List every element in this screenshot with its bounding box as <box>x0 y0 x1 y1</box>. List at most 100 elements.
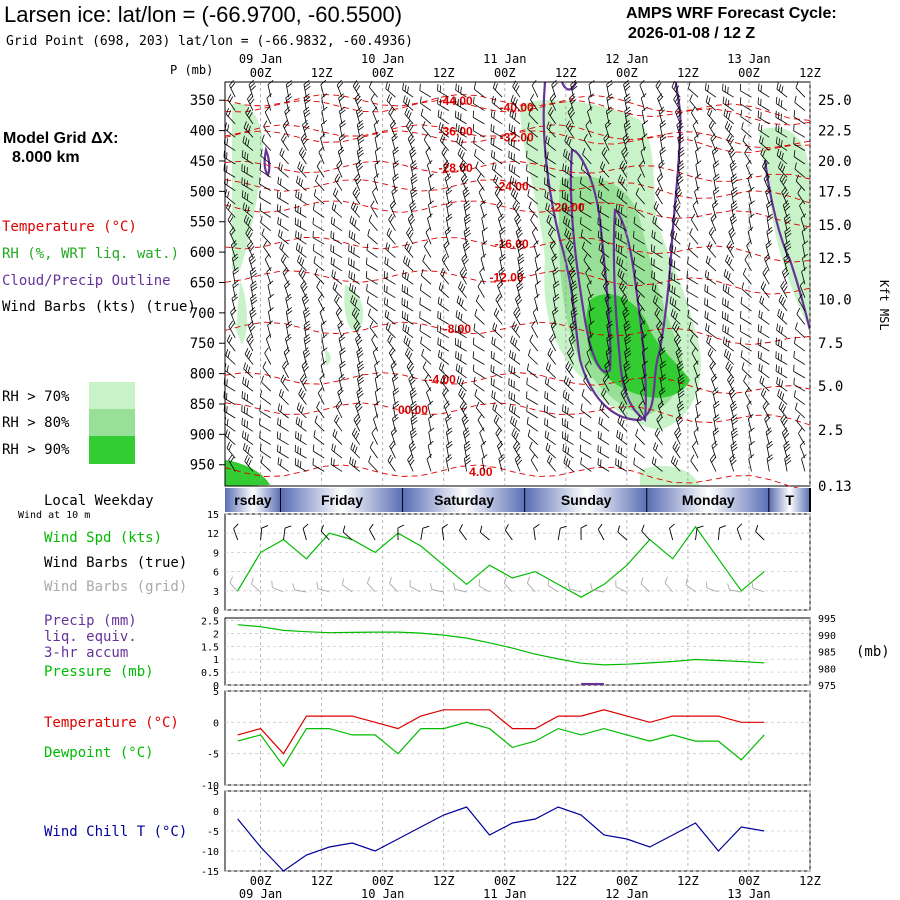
surface-wind-barb-true-stroke <box>397 524 405 541</box>
wind-barb-stroke <box>783 253 791 272</box>
wind-barb <box>330 230 343 245</box>
wind-barb-stroke <box>300 280 308 298</box>
wind-barb-stroke <box>455 350 467 365</box>
top-hour-label: 12Z <box>433 66 455 80</box>
wind-barb-stroke <box>640 93 647 111</box>
wind-barb <box>741 362 752 379</box>
wind-barb <box>282 120 289 138</box>
panel-right-tick: 985 <box>818 648 836 659</box>
wind-barb <box>372 347 379 365</box>
wind-barb-stroke <box>615 217 628 232</box>
wind-barb-stroke <box>775 123 788 138</box>
wind-barb <box>778 294 788 312</box>
panel-y-tick: 1 <box>213 655 219 666</box>
wind-barb <box>527 122 539 138</box>
forecast-cycle-value: 2026-01-08 / 12 Z <box>628 25 755 42</box>
wind-barb-stroke <box>597 190 610 205</box>
wind-barb-stroke <box>776 376 788 392</box>
panel-y-tick: 3 <box>213 587 219 598</box>
wind-barb <box>401 284 414 299</box>
wind-barb-stroke <box>392 400 400 419</box>
wind-barb-stroke <box>597 458 610 472</box>
wind-barb <box>223 404 236 419</box>
wind-barb <box>330 257 343 272</box>
wind-barb <box>246 333 254 352</box>
wind-barb-stroke <box>263 120 272 138</box>
wind-barb <box>312 444 325 459</box>
wind-barb <box>494 187 503 205</box>
wind-barb <box>705 255 717 272</box>
wind-barb-stroke <box>705 95 717 111</box>
wind-barb <box>691 106 699 125</box>
wind-barb-stroke <box>562 203 574 218</box>
wind-barb-stroke <box>534 253 541 271</box>
surface-wind-barb-true-stroke <box>641 524 651 541</box>
isotherm-line <box>224 321 811 346</box>
wind-barb <box>374 160 381 178</box>
wind10-label: Wind at 10 m <box>18 510 90 521</box>
wind-barb-stroke <box>729 160 737 178</box>
wind-barb <box>722 311 734 325</box>
wind-barb <box>759 135 770 151</box>
wind-barb <box>583 374 592 392</box>
wind-barb-stroke <box>440 374 450 392</box>
wind-barb-stroke <box>726 240 735 258</box>
wind-barb-stroke <box>766 454 774 472</box>
wind-barb-stroke <box>391 186 398 205</box>
wind-barb-stroke <box>544 417 556 432</box>
wind-barb-stroke <box>602 374 610 392</box>
wind-barb <box>391 373 399 392</box>
wind-barb-stroke <box>516 280 524 298</box>
wind-barb <box>511 428 521 445</box>
wind-barb-stroke <box>618 401 628 419</box>
wind-barb-stroke <box>528 107 539 125</box>
wind-barb <box>748 454 755 472</box>
panel-right-tick: 980 <box>818 664 836 675</box>
wind-barb <box>320 360 327 378</box>
wind-barb-stroke <box>384 309 396 325</box>
wind-barb-stroke <box>549 93 557 111</box>
wind-barb-stroke <box>246 333 254 352</box>
wind-barb <box>782 200 791 218</box>
wind-barb-stroke <box>704 297 717 312</box>
wind-barb <box>383 270 396 285</box>
surface-wind-barb-grid <box>664 576 674 593</box>
wind-barb <box>403 335 414 352</box>
wind-barb <box>669 296 681 312</box>
wind-barb <box>298 387 307 405</box>
wind-barb <box>459 400 468 419</box>
wind-barb-stroke <box>794 402 806 419</box>
wind-barb-stroke <box>757 337 770 352</box>
wind-barb <box>472 337 485 352</box>
wind-barb-stroke <box>510 94 521 111</box>
wind-barb <box>623 120 631 138</box>
wind-barb-stroke <box>634 443 645 459</box>
wind-barb-stroke <box>620 387 628 405</box>
wind-barb-stroke <box>473 323 485 339</box>
wind-barb-stroke <box>748 454 755 472</box>
wind-barb-stroke <box>601 267 610 285</box>
wind-barb <box>462 240 470 258</box>
wind-barb-stroke <box>312 243 325 258</box>
wind-barb <box>764 253 771 272</box>
wind-barb-stroke <box>757 350 770 365</box>
wind-barb-stroke <box>798 427 806 445</box>
wind-barb <box>584 360 592 379</box>
wind-barb-stroke <box>370 200 378 218</box>
wind-barb <box>640 93 647 111</box>
wind-barb-stroke <box>636 294 646 312</box>
wind-barb-stroke <box>242 442 254 459</box>
wind-barb <box>579 204 592 218</box>
wind-barb <box>426 387 432 405</box>
surface-wind-barb-true <box>260 525 269 541</box>
wind-barb-stroke <box>671 214 681 232</box>
wind-barb <box>445 427 453 445</box>
wind-barb <box>740 296 752 312</box>
wind-barb-stroke <box>278 388 289 405</box>
wind-barb-stroke <box>330 244 343 258</box>
wind-barb-stroke <box>247 240 255 258</box>
wind-barb-stroke <box>349 456 361 472</box>
wind-barb-stroke <box>545 442 556 459</box>
wind-barb <box>463 440 471 459</box>
top-hour-label: 12Z <box>555 66 577 80</box>
